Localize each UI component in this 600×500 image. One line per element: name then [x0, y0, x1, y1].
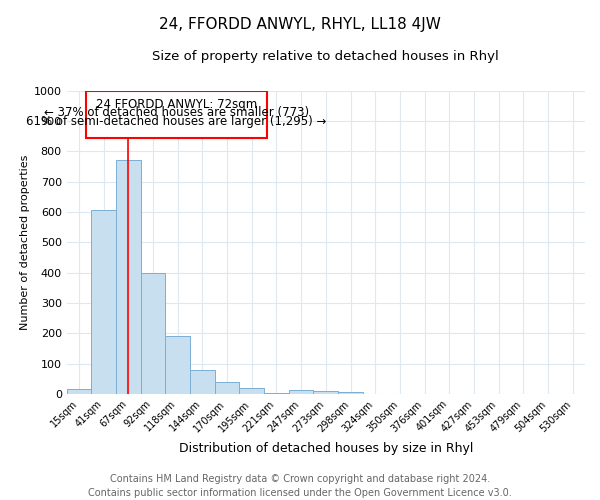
Text: Contains HM Land Registry data © Crown copyright and database right 2024.
Contai: Contains HM Land Registry data © Crown c…: [88, 474, 512, 498]
FancyBboxPatch shape: [86, 90, 266, 138]
Bar: [264, 393, 289, 394]
Y-axis label: Number of detached properties: Number of detached properties: [20, 154, 29, 330]
Text: 61% of semi-detached houses are larger (1,295) →: 61% of semi-detached houses are larger (…: [26, 115, 326, 128]
Bar: [215, 382, 239, 394]
Text: 24, FFORDD ANWYL, RHYL, LL18 4JW: 24, FFORDD ANWYL, RHYL, LL18 4JW: [159, 18, 441, 32]
Bar: [190, 370, 215, 394]
Bar: [141, 272, 166, 394]
Title: Size of property relative to detached houses in Rhyl: Size of property relative to detached ho…: [152, 50, 499, 63]
Bar: [338, 392, 363, 394]
Bar: [239, 388, 264, 394]
Bar: [313, 391, 338, 394]
Text: 24 FFORDD ANWYL: 72sqm: 24 FFORDD ANWYL: 72sqm: [96, 98, 257, 111]
Bar: [116, 160, 141, 394]
Bar: [91, 210, 116, 394]
X-axis label: Distribution of detached houses by size in Rhyl: Distribution of detached houses by size …: [179, 442, 473, 455]
Text: ← 37% of detached houses are smaller (773): ← 37% of detached houses are smaller (77…: [44, 106, 309, 120]
Bar: [67, 390, 91, 394]
Bar: [166, 336, 190, 394]
Bar: [289, 390, 313, 394]
